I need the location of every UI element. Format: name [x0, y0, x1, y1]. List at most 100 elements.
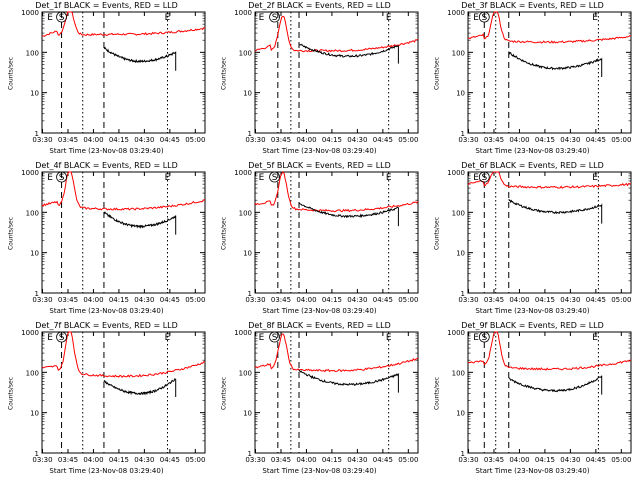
events-series-line [103, 46, 177, 71]
y-tick-label: 100 [452, 209, 465, 217]
y-tick-label: 1000 [234, 9, 252, 17]
chart-canvas: 1 10 100 1000 03:30 03:45 04:00 04:15 04:30 04:45… [234, 329, 419, 464]
y-tick-label: 100 [26, 49, 39, 57]
start-marker-circle [269, 11, 280, 23]
x-tick-label: 05:00 [611, 136, 631, 144]
x-tick-label: 03:45 [271, 456, 291, 464]
x-tick-label: 04:45 [160, 136, 180, 144]
y-tick-label: 1000 [447, 169, 465, 177]
lld-series-line [467, 331, 632, 371]
x-axis-label: Start Time (23-Nov-08 03:29:40) [262, 307, 377, 315]
x-tick-label: 04:45 [373, 456, 393, 464]
segment-marker-label: E [47, 173, 53, 183]
chart-panel: 1 10 100 1000 03:30 03:45 04:00 04:15 04:30 04:45… [426, 160, 639, 320]
y-axis-label: Counts/sec [433, 216, 441, 251]
x-axis-label: Start Time (23-Nov-08 03:29:40) [49, 307, 164, 315]
x-tick-label: 05:00 [398, 136, 418, 144]
plot-frame [41, 331, 206, 454]
x-tick-label: 04:15 [109, 456, 129, 464]
x-tick-label: 05:00 [398, 296, 418, 304]
plot-frame [467, 331, 632, 454]
x-tick-label: 04:00 [509, 136, 529, 144]
events-series-line [508, 375, 603, 395]
y-tick-label: 10 [456, 250, 465, 258]
lld-series-line [467, 171, 632, 189]
x-tick-label: 04:30 [560, 136, 580, 144]
x-tick-label: 05:00 [611, 456, 631, 464]
x-tick-label: 04:00 [296, 296, 316, 304]
x-tick-label: 04:00 [83, 456, 103, 464]
segment-marker-label: E [473, 333, 479, 343]
segment-marker-label: S [59, 173, 65, 183]
start-marker-circle [269, 171, 280, 183]
chart-panel: 1 10 100 1000 03:30 03:45 04:00 04:15 04:30 04:45… [213, 0, 426, 160]
x-tick-label: 04:15 [535, 456, 555, 464]
x-tick-label: 04:45 [586, 136, 606, 144]
x-tick-label: 04:45 [586, 296, 606, 304]
y-tick-label: 10 [30, 250, 39, 258]
segment-marker-label: S [272, 333, 278, 343]
x-tick-label: 03:45 [484, 456, 504, 464]
start-marker-circle [56, 11, 67, 23]
x-axis-label: Start Time (23-Nov-08 03:29:40) [49, 467, 164, 475]
x-tick-label: 04:15 [535, 136, 555, 144]
y-tick-label: 10 [456, 410, 465, 418]
x-tick-label: 04:15 [322, 296, 342, 304]
x-tick-label: 03:45 [271, 136, 291, 144]
segment-marker-label: E [592, 13, 598, 23]
plot-frame [254, 11, 419, 134]
start-marker-circle [56, 331, 67, 343]
events-series-line [508, 198, 603, 224]
y-tick-label: 1 [461, 130, 465, 138]
segment-marker-label: E [592, 173, 598, 183]
y-tick-label: 100 [452, 369, 465, 377]
x-axis-label: Start Time (23-Nov-08 03:29:40) [475, 307, 590, 315]
y-tick-label: 100 [239, 49, 252, 57]
x-axis-label: Start Time (23-Nov-08 03:29:40) [262, 147, 377, 155]
segment-marker-label: E [386, 13, 392, 23]
y-axis-label: Counts/sec [7, 376, 15, 411]
y-tick-label: 1 [248, 290, 252, 298]
x-tick-label: 03:30 [245, 136, 265, 144]
segment-marker-label: E [259, 333, 265, 343]
x-axis-label: Start Time (23-Nov-08 03:29:40) [262, 467, 377, 475]
y-axis-label: Counts/sec [220, 376, 228, 411]
lld-series-line [467, 11, 632, 44]
y-axis-label: Counts/sec [7, 56, 15, 91]
chart-title: Det_8f BLACK = Events, RED = LLD [248, 321, 391, 330]
segment-marker-label: E [259, 173, 265, 183]
x-tick-label: 03:45 [58, 136, 78, 144]
y-tick-label: 10 [243, 250, 252, 258]
x-tick-label: 05:00 [611, 296, 631, 304]
start-marker-circle [56, 171, 67, 183]
y-tick-label: 10 [456, 90, 465, 98]
segment-marker-label: E [473, 173, 479, 183]
y-tick-label: 1 [461, 450, 465, 458]
y-tick-label: 1000 [447, 329, 465, 337]
x-tick-label: 03:30 [458, 136, 478, 144]
plot-frame [254, 331, 419, 454]
chart-title: Det_3f BLACK = Events, RED = LLD [461, 1, 604, 10]
segment-marker-label: E [47, 333, 53, 343]
x-tick-label: 04:30 [347, 136, 367, 144]
segment-marker-label: S [481, 173, 487, 183]
chart-canvas: 1 10 100 1000 03:30 03:45 04:00 04:15 04:30 04:45… [234, 9, 419, 144]
x-axis-label: Start Time (23-Nov-08 03:29:40) [475, 147, 590, 155]
y-tick-label: 100 [452, 49, 465, 57]
x-tick-label: 04:45 [160, 456, 180, 464]
x-tick-label: 03:30 [32, 136, 52, 144]
x-tick-label: 03:30 [32, 456, 52, 464]
chart-canvas: 1 10 100 1000 03:30 03:45 04:00 04:15 04:30 04:45… [21, 329, 206, 464]
segment-marker-label: S [481, 13, 487, 23]
segment-marker-label: S [59, 333, 65, 343]
x-tick-label: 04:30 [134, 296, 154, 304]
x-tick-label: 04:45 [160, 296, 180, 304]
chart-title: Det_7f BLACK = Events, RED = LLD [35, 321, 178, 330]
segment-marker-label: E [165, 173, 171, 183]
events-series-line [508, 51, 603, 77]
x-tick-label: 04:15 [322, 456, 342, 464]
segment-marker-label: E [386, 333, 392, 343]
y-tick-label: 1000 [21, 9, 39, 17]
y-axis-label: Counts/sec [220, 216, 228, 251]
